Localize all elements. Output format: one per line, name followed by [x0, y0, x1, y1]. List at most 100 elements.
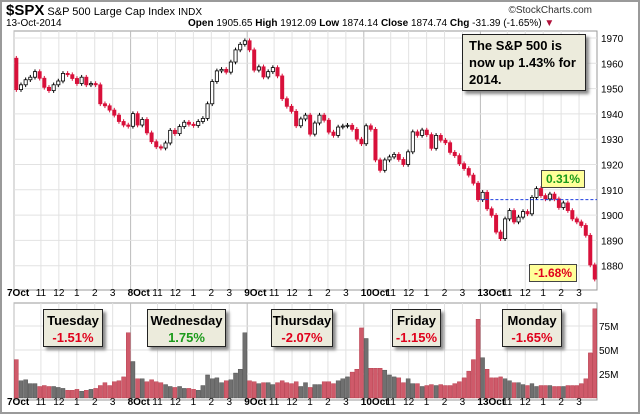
- candle-down: [471, 174, 476, 184]
- volume-bar: [443, 385, 448, 399]
- candle-down: [448, 142, 453, 153]
- symbol: $SPX: [6, 2, 45, 19]
- volume-bar: [438, 384, 443, 399]
- x-hour-label: 12: [403, 288, 415, 299]
- x-hour-label: 12: [170, 288, 182, 299]
- candle-up: [130, 113, 135, 127]
- x-day-label: 9Oct: [244, 397, 267, 408]
- volume-bar: [466, 370, 471, 399]
- day-pct: 1.75%: [168, 330, 205, 345]
- day-label: Friday: [396, 313, 436, 328]
- candle-up: [406, 151, 411, 165]
- candle-down: [289, 105, 294, 112]
- close-value: 1874.74: [410, 18, 448, 29]
- x-hour-label: 12: [53, 397, 65, 408]
- candle-up: [196, 121, 201, 126]
- candle-up: [392, 153, 397, 158]
- x-hour-label: 1: [540, 397, 546, 408]
- x-hour-label: 1: [307, 288, 313, 299]
- volume-bar: [126, 332, 131, 399]
- x-day-label: 7Oct: [7, 288, 30, 299]
- volume-bar: [543, 385, 548, 399]
- x-hour-label: 11: [502, 288, 513, 299]
- day-pct: -1.65%: [511, 330, 553, 345]
- candle-down: [476, 182, 481, 201]
- volume-bar: [200, 385, 206, 399]
- candle-down: [284, 98, 289, 107]
- volume-bar: [511, 382, 517, 399]
- volume-tick-label: 75M: [599, 322, 618, 333]
- volume-bar: [251, 381, 257, 399]
- ytd-note: The S&P 500 is now up 1.43% for 2014.: [462, 34, 586, 91]
- volume-bar: [270, 384, 276, 399]
- candle-down: [401, 159, 406, 165]
- volume-tick-label: 50M: [599, 346, 618, 357]
- volume-bar: [140, 378, 145, 399]
- day-pct: -1.15%: [395, 330, 438, 345]
- candle-up: [317, 114, 322, 124]
- volume-bar: [88, 389, 94, 399]
- price-tick-label: 1930: [601, 135, 624, 146]
- candle-down: [438, 135, 443, 141]
- candle-down: [308, 114, 313, 135]
- x-day-label: 8Oct: [128, 397, 151, 408]
- candle-down: [65, 73, 70, 76]
- candle-up: [214, 70, 219, 82]
- candle-down: [135, 113, 140, 126]
- candle-up: [340, 125, 345, 128]
- candle-up: [177, 126, 182, 135]
- candle-down: [42, 77, 47, 88]
- volume-bar: [23, 379, 28, 399]
- candle-down: [498, 231, 503, 240]
- day-box-thursday: Thursday -2.07%: [271, 309, 333, 347]
- candle-down: [158, 146, 163, 149]
- candle-down: [70, 74, 75, 79]
- candle-up: [336, 126, 341, 136]
- candle-down: [322, 114, 327, 121]
- down-triangle-icon: ▼: [544, 18, 555, 29]
- volume-bar: [424, 385, 429, 399]
- volume-bar: [223, 380, 229, 399]
- volume-bar: [489, 377, 494, 399]
- volume-bar: [529, 383, 535, 399]
- candle-down: [579, 221, 584, 226]
- volume-bar: [265, 382, 271, 399]
- candle-up: [219, 68, 224, 72]
- day-label: Monday: [507, 313, 557, 328]
- volume-bar: [363, 338, 369, 399]
- price-tick-label: 1910: [601, 186, 624, 197]
- volume-bar: [317, 384, 322, 399]
- candle-up: [529, 196, 534, 215]
- volume-bar: [484, 369, 490, 399]
- volume-bar: [525, 385, 530, 399]
- candle-up: [382, 159, 387, 171]
- candle-up: [266, 71, 271, 78]
- x-hour-label: 2: [92, 397, 98, 408]
- candle-down: [525, 211, 530, 215]
- volume-bar: [507, 380, 512, 399]
- ohlc-line: Open 1905.65 High 1912.09 Low 1874.14 Cl…: [188, 18, 554, 29]
- candle-up: [256, 66, 261, 71]
- candle-up: [60, 73, 65, 82]
- candle-up: [547, 193, 552, 200]
- x-day-label: 7Oct: [7, 397, 30, 408]
- candle-down: [489, 208, 494, 216]
- volume-bar: [60, 388, 66, 399]
- volume-bar: [373, 368, 378, 399]
- x-hour-label: 1: [307, 397, 313, 408]
- price-tick-label: 1880: [601, 262, 624, 273]
- day-pct: -2.07%: [281, 330, 323, 345]
- x-hour-label: 11: [386, 288, 397, 299]
- x-hour-label: 2: [209, 288, 215, 299]
- volume-bar: [354, 369, 360, 399]
- volume-bar: [534, 386, 539, 399]
- candle-up: [168, 129, 173, 144]
- price-tick-label: 1950: [601, 85, 624, 96]
- volume-bar: [116, 380, 122, 399]
- volume-bar: [14, 359, 19, 399]
- volume-bar: [475, 319, 481, 399]
- candle-down: [116, 114, 121, 122]
- candle-down: [396, 153, 401, 160]
- volume-bar: [433, 385, 439, 399]
- volume-bar: [74, 389, 80, 399]
